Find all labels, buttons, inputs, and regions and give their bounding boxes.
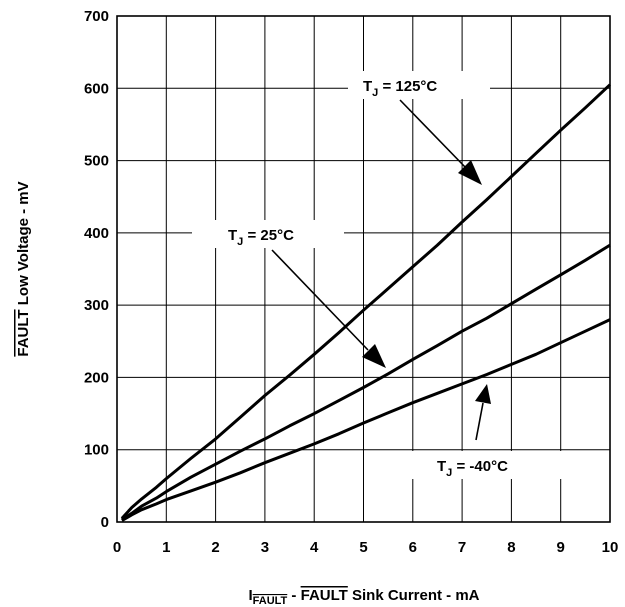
x-tick-label: 10	[602, 539, 619, 556]
y-tick-label: 600	[84, 80, 109, 97]
y-tick-label: 0	[101, 514, 109, 531]
y-tick-label: 400	[84, 225, 109, 242]
y-tick-label: 700	[84, 8, 109, 25]
y-axis-title: FAULT Low Voltage - mV	[15, 181, 32, 356]
y-tick-label: 200	[84, 369, 109, 386]
x-tick-labels: 0 1 2 3 4 5 6 7 8 9 10	[113, 539, 619, 556]
series-lines	[120, 83, 612, 522]
annotation-minus40c-text: TJ = -40°C	[437, 458, 508, 479]
annotation-25c-arrowhead	[362, 344, 386, 368]
annotation-125c-arrow	[399, 99, 467, 169]
x-axis-title: IFAULT - FAULT Sink Current - mA	[248, 587, 479, 607]
plot-frame	[116, 15, 611, 523]
x-tick-label: 4	[310, 539, 319, 556]
x-tick-label: 6	[409, 539, 417, 556]
y-tick-labels: 0 100 200 300 400 500 600 700	[84, 8, 109, 531]
x-tick-label: 7	[458, 539, 466, 556]
series-line-2	[121, 318, 611, 522]
annotation-125c-text: TJ = 125°C	[363, 78, 437, 99]
x-tick-label: 1	[162, 539, 170, 556]
annotation-25c-arrow	[271, 249, 369, 351]
x-tick-label: 3	[261, 539, 269, 556]
series-line-1	[121, 243, 611, 522]
annotation-125c: TJ = 125°C	[348, 71, 490, 185]
annotation-minus40c: TJ = -40°C	[410, 384, 570, 479]
annotation-minus40c-arrowhead	[475, 384, 491, 404]
series-line-0	[120, 83, 612, 520]
x-tick-label: 0	[113, 539, 121, 556]
annotation-25c-bg	[192, 220, 344, 248]
annotation-125c-arrowhead	[458, 160, 482, 185]
x-tick-label: 8	[507, 539, 515, 556]
annotation-minus40c-bg	[410, 451, 570, 479]
x-tick-label: 5	[359, 539, 367, 556]
annotation-125c-bg	[348, 71, 490, 99]
annotation-25c-text: TJ = 25°C	[228, 227, 294, 248]
annotation-minus40c-arrow	[475, 402, 484, 441]
y-tick-label: 100	[84, 442, 109, 459]
x-tick-label: 2	[211, 539, 219, 556]
y-tick-label: 300	[84, 297, 109, 314]
annotation-25c: TJ = 25°C	[192, 220, 386, 368]
x-tick-label: 9	[557, 539, 565, 556]
y-tick-label: 500	[84, 153, 109, 170]
